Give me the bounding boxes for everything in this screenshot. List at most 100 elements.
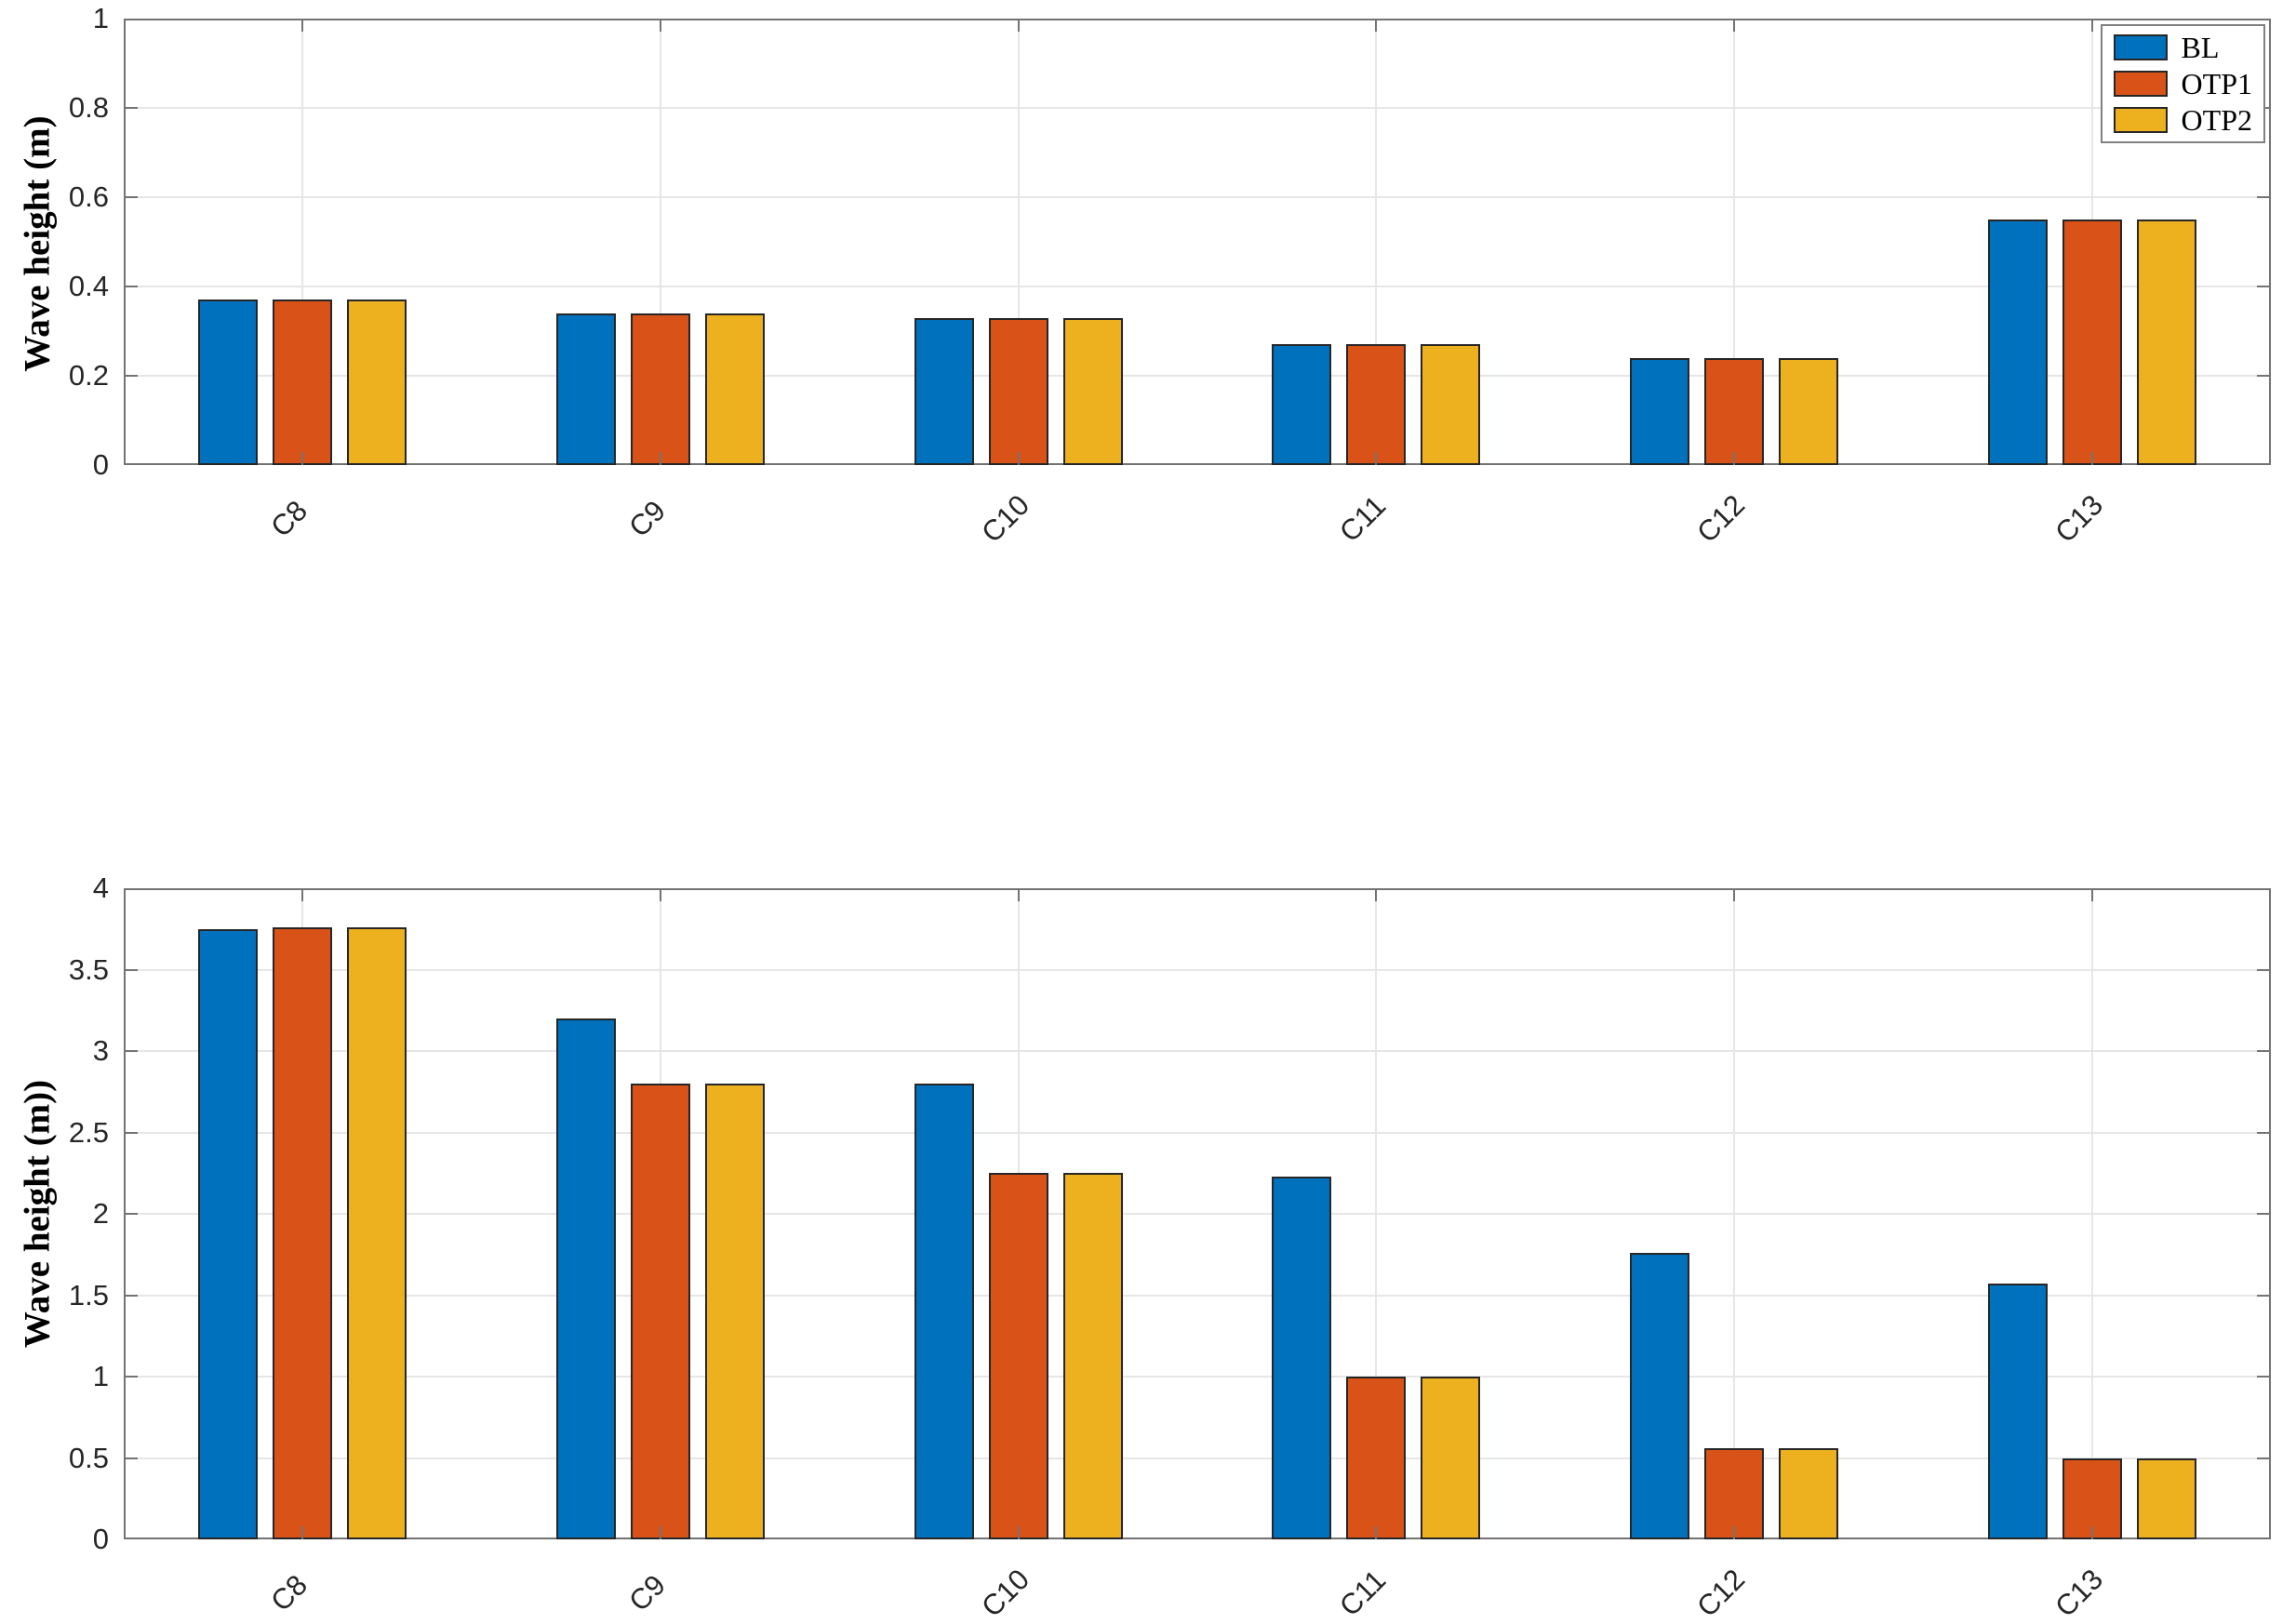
x-tick-mark (2090, 888, 2093, 901)
y-tick-mark (2257, 968, 2271, 971)
legend-entry-OTP2: OTP2 (2113, 103, 2252, 137)
bar-C8-OTP1 (273, 927, 333, 1539)
bar-C12-BL (1630, 357, 1689, 465)
x-tick-mark (1017, 19, 1020, 32)
y-tick-mark (124, 1294, 138, 1297)
x-tick-label: C11 (1333, 488, 1393, 549)
bar-C12-OTP2 (1779, 357, 1838, 465)
x-tick-mark (660, 1526, 661, 1539)
gridline-horizontal (124, 968, 2271, 971)
y-tick-mark (124, 196, 138, 198)
gridline-horizontal (124, 1457, 2271, 1459)
legend-entry-BL: BL (2113, 31, 2252, 64)
y-tick-mark (124, 1376, 138, 1378)
x-tick-label: C13 (2048, 488, 2109, 550)
x-tick-mark (1733, 888, 1735, 901)
gridline-vertical (1375, 19, 1378, 465)
bar-C9-OTP2 (705, 313, 765, 465)
y-tick-label: 0.6 (68, 180, 109, 213)
gridline-vertical (660, 19, 661, 465)
gridline-horizontal (124, 1376, 2271, 1378)
y-tick-mark (124, 286, 138, 287)
x-tick-label: C12 (1690, 1563, 1752, 1624)
y-tick-label: 0 (92, 448, 109, 481)
x-tick-mark (2090, 19, 2093, 32)
legend-label-BL: BL (2181, 31, 2220, 64)
y-tick-mark (124, 375, 138, 377)
x-tick-mark (660, 452, 661, 465)
x-tick-mark (1733, 19, 1735, 32)
bar-C8-OTP1 (273, 300, 333, 465)
x-tick-mark (2090, 1526, 2093, 1539)
y-tick-mark (124, 1131, 138, 1134)
y-tick-mark (2257, 1050, 2271, 1052)
gridline-vertical (1375, 888, 1378, 1539)
bar-C13-BL (1987, 1284, 2048, 1539)
gridline-vertical (301, 19, 304, 465)
bar-C10-OTP1 (988, 317, 1048, 465)
y-tick-mark (124, 1213, 138, 1215)
bar-C9-BL (556, 1018, 616, 1539)
bar-C10-OTP2 (1062, 317, 1123, 465)
gridline-horizontal (124, 1131, 2271, 1134)
x-tick-mark (301, 888, 304, 901)
y-tick-mark (2257, 375, 2271, 377)
y-tick-label: 2 (92, 1197, 109, 1230)
x-tick-label: C10 (974, 1563, 1035, 1624)
bar-C12-OTP2 (1779, 1448, 1838, 1539)
x-tick-label: C12 (1690, 488, 1752, 550)
gridline-horizontal (124, 1213, 2271, 1215)
bar-C13-OTP2 (2136, 1458, 2196, 1539)
bar-C10-OTP2 (1062, 1173, 1123, 1539)
y-tick-label: 1.5 (68, 1278, 109, 1311)
bar-C8-BL (198, 300, 259, 465)
y-tick-label: 0.8 (68, 91, 109, 124)
x-tick-mark (1375, 19, 1378, 32)
y-tick-label: 1 (92, 2, 109, 34)
gridline-vertical (2090, 888, 2093, 1539)
y-tick-mark (2257, 1131, 2271, 1134)
y-axis-label-top: Wave height (m) (17, 115, 58, 372)
bar-C13-OTP2 (2136, 220, 2196, 465)
x-tick-mark (301, 1526, 304, 1539)
bar-C11-OTP1 (1346, 1377, 1407, 1539)
y-tick-label: 0.5 (68, 1441, 109, 1474)
y-tick-label: 0.2 (68, 359, 109, 392)
bar-C13-BL (1987, 220, 2048, 465)
gridline-horizontal (124, 1050, 2271, 1052)
legend-swatch-BL (2113, 34, 2168, 60)
x-tick-label: C9 (622, 1568, 673, 1618)
y-tick-mark (124, 968, 138, 971)
gridline-horizontal (124, 196, 2271, 198)
bar-C12-OTP1 (1704, 357, 1764, 465)
gridline-horizontal (124, 375, 2271, 377)
y-tick-label: 0 (92, 1523, 109, 1555)
bar-C11-OTP2 (1421, 344, 1481, 465)
x-tick-label: C9 (622, 494, 673, 544)
x-tick-label: C10 (974, 488, 1035, 550)
gridline-vertical (1733, 19, 1735, 465)
plot-border (124, 19, 2271, 465)
bar-C8-BL (198, 928, 259, 1539)
legend: BL OTP1 OTP2 (2100, 24, 2265, 143)
x-tick-mark (1375, 1526, 1378, 1539)
legend-label-OTP2: OTP2 (2181, 103, 2252, 137)
y-tick-label: 3.5 (68, 952, 109, 986)
y-tick-label: 1 (92, 1360, 109, 1392)
gridline-horizontal (124, 107, 2271, 109)
bar-C13-OTP1 (2062, 220, 2122, 465)
bottom-chart: 0 0.5 1 1.5 2 2.5 3 3.5 4 C8 C9 C10 C11 C12 C13 (69, 872, 2271, 1623)
x-tick-mark (1375, 452, 1378, 465)
x-tick-mark (1733, 1526, 1735, 1539)
y-tick-label: 2.5 (68, 1115, 109, 1149)
gridline-vertical (1017, 19, 1020, 465)
bar-C11-BL (1272, 344, 1332, 465)
x-tick-mark (1017, 452, 1020, 465)
x-tick-mark (1017, 1526, 1020, 1539)
x-tick-mark (660, 888, 661, 901)
legend-entry-OTP1: OTP1 (2113, 69, 2252, 99)
bar-C9-BL (556, 313, 616, 465)
bar-C13-OTP1 (2062, 1458, 2122, 1539)
x-tick-label: C8 (264, 494, 314, 544)
bar-C12-BL (1630, 1253, 1689, 1539)
